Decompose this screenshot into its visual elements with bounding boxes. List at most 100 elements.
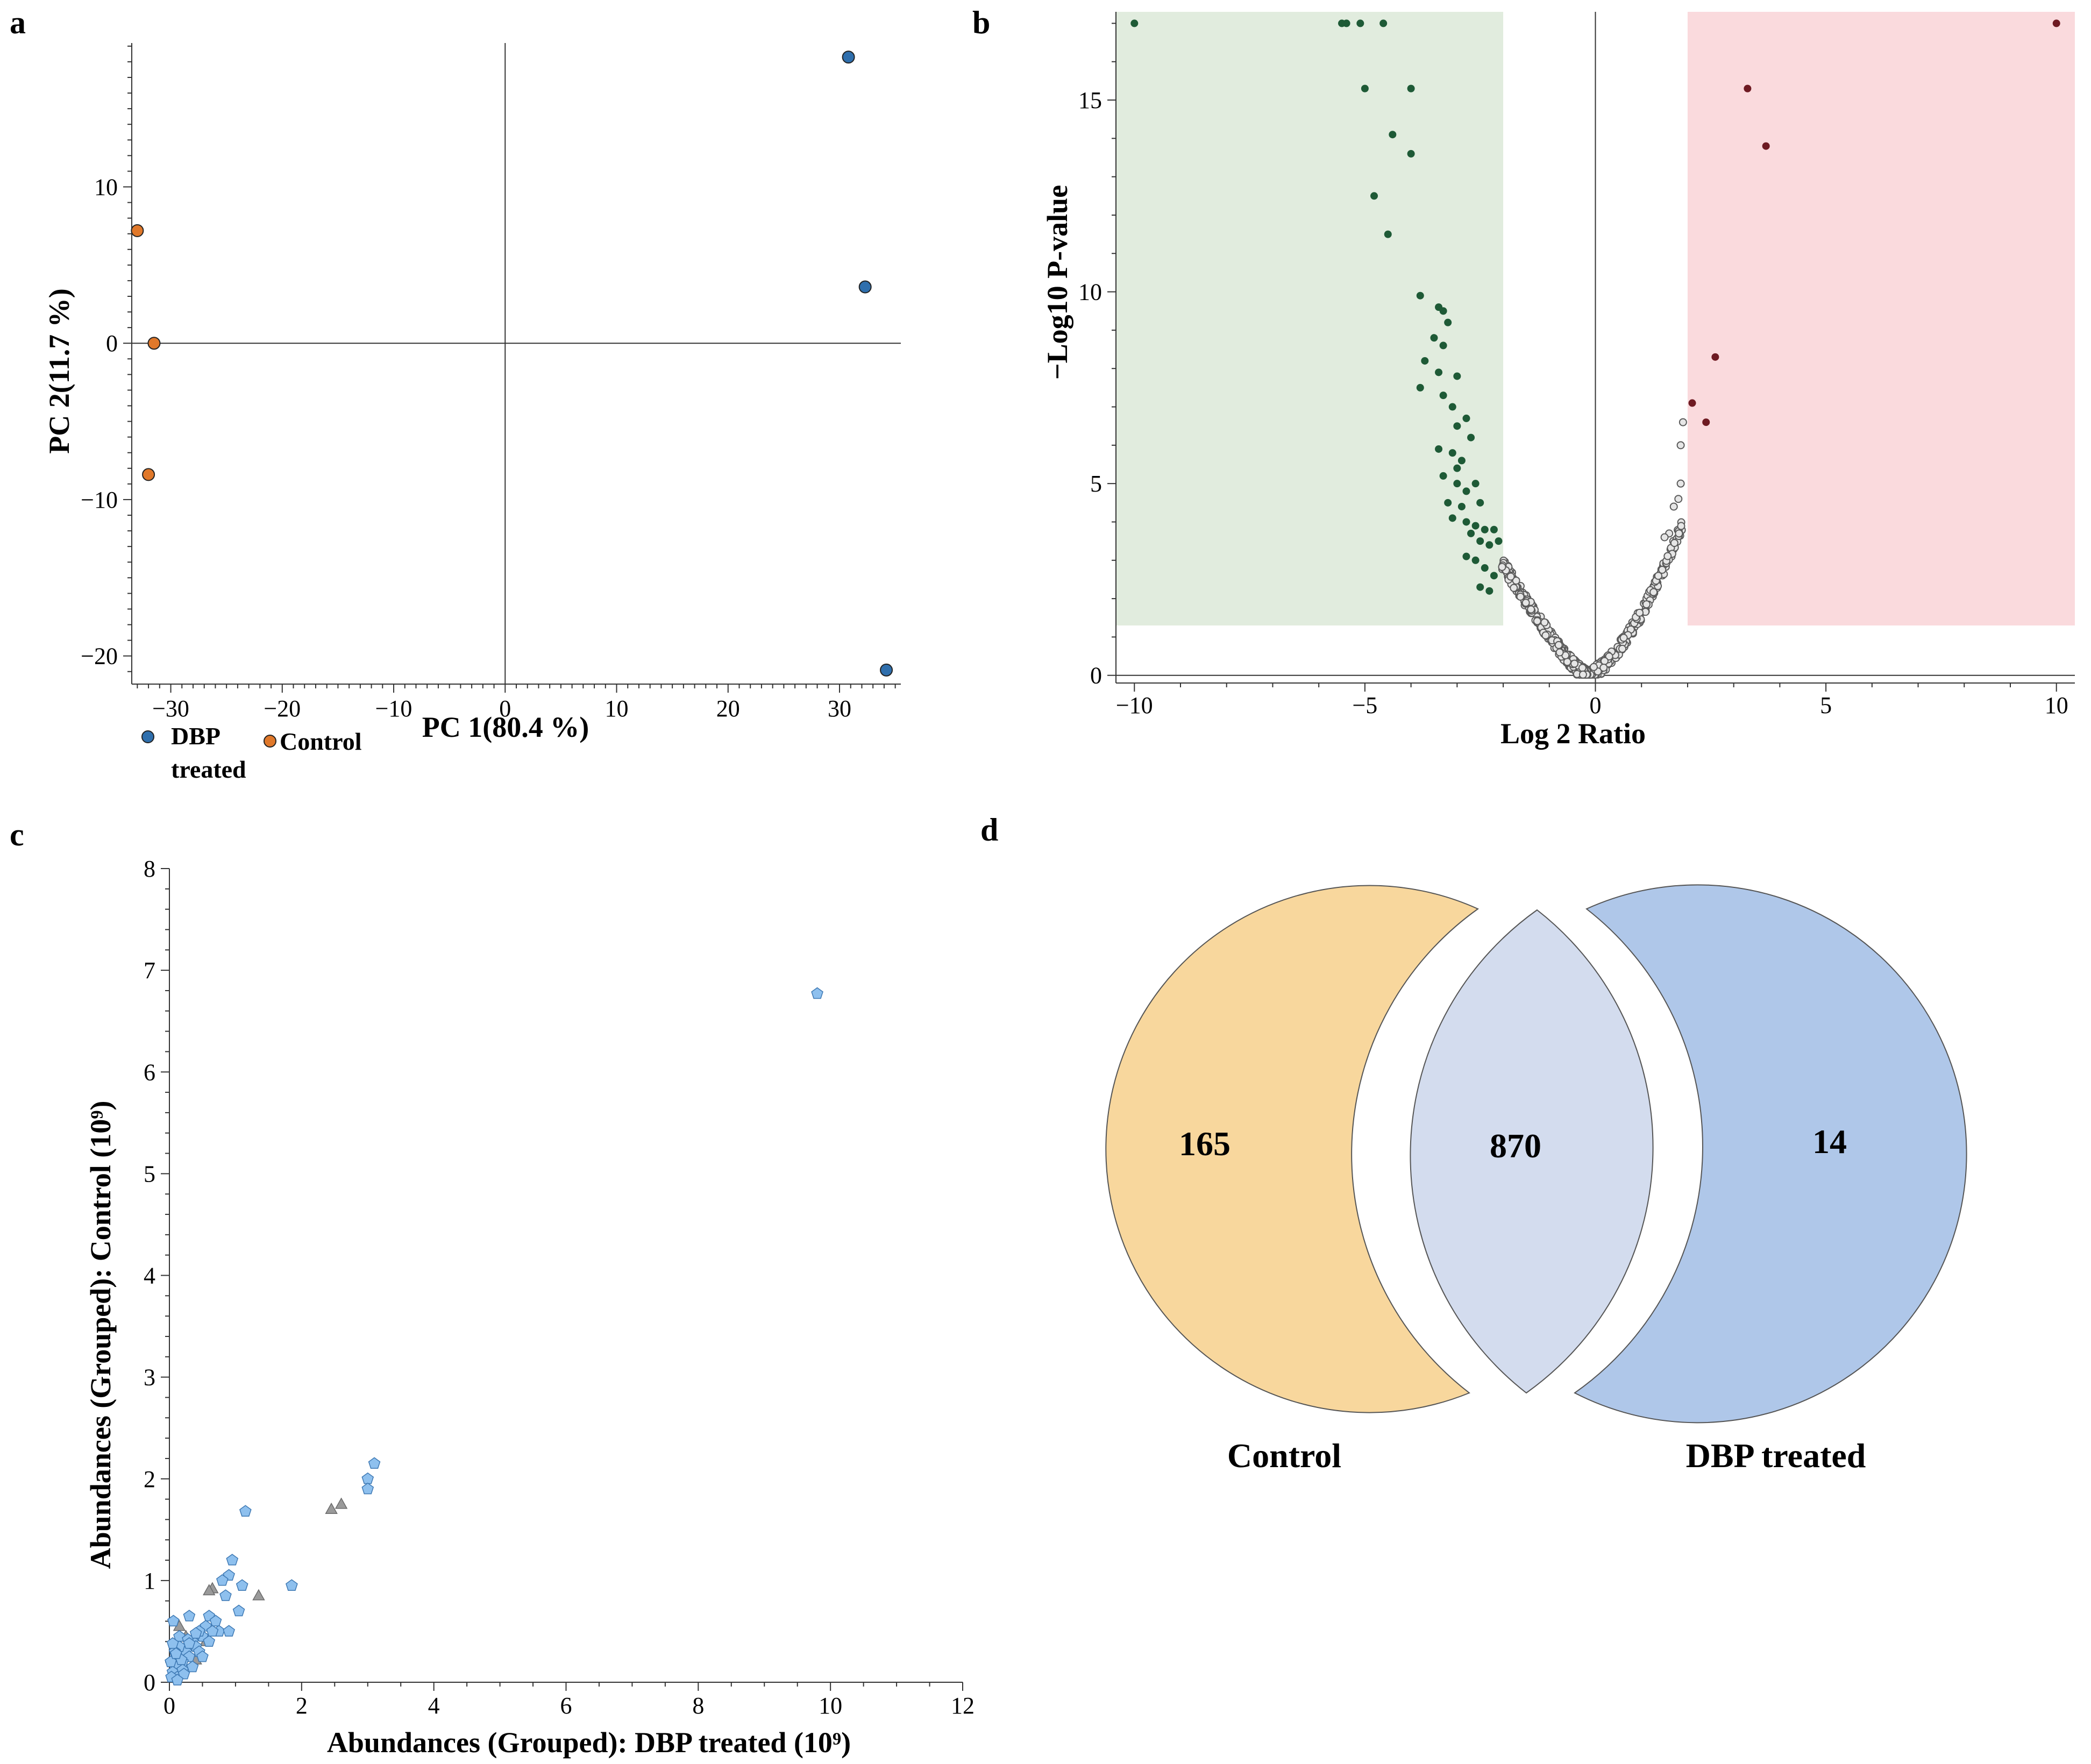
- volcano-point-down: [1370, 192, 1378, 200]
- volcano-point-up: [1762, 142, 1770, 150]
- abundance-x-tick-label: 4: [428, 1692, 440, 1719]
- abundance-point-pentagon: [171, 1674, 184, 1685]
- pca-point-dbp: [842, 51, 855, 64]
- volcano-point-down: [1453, 422, 1461, 430]
- pca-x-tick-label: −30: [152, 695, 189, 722]
- volcano-panel: b −10 −5 0 5 10 0 5 10 15 Log 2 Ratio −Log10 P-v…: [972, 5, 2075, 750]
- volcano-point-down: [1448, 514, 1456, 522]
- volcano-point-not-significant: [1533, 617, 1541, 625]
- volcano-point-down: [1430, 334, 1438, 342]
- pca-zero-lines: [132, 43, 901, 684]
- volcano-point-down: [1471, 522, 1480, 530]
- volcano-point-down: [1476, 499, 1484, 507]
- abundance-point-pentagon: [177, 1667, 190, 1680]
- volcano-point-up: [1744, 84, 1752, 93]
- volcano-y-tick-label: 5: [1090, 471, 1102, 497]
- legend-dbp-marker: [141, 730, 154, 743]
- volcano-point-down: [1356, 19, 1364, 27]
- volcano-point-down: [1457, 502, 1466, 510]
- pca-point-dbp: [880, 663, 893, 677]
- abundance-x-tick-label: 12: [951, 1692, 975, 1719]
- volcano-point-down: [1435, 368, 1443, 376]
- volcano-point-down: [1467, 529, 1475, 537]
- pca-y-axis-title: PC 2(11.7 %): [43, 288, 75, 453]
- volcano-y-axis-title: −Log10 P-value: [1041, 185, 1073, 380]
- volcano-point-down: [1462, 518, 1470, 526]
- panel-d-letter: d: [980, 812, 998, 848]
- volcano-highlight-regions: [1116, 12, 2075, 626]
- volcano-x-axis-title: Log 2 Ratio: [1500, 717, 1646, 750]
- volcano-point-down: [1416, 383, 1424, 392]
- abundance-point-pentagon: [239, 1505, 252, 1517]
- abundance-point-triangle: [325, 1502, 338, 1514]
- volcano-point-not-significant: [1599, 663, 1608, 672]
- volcano-point-not-significant: [1541, 631, 1550, 639]
- volcano-point-down: [1389, 131, 1397, 139]
- volcano-region-down: [1116, 12, 1504, 626]
- volcano-point-not-significant: [1498, 563, 1506, 571]
- abundance-y-tick-label: 4: [144, 1263, 155, 1289]
- abundance-point-pentagon: [286, 1579, 298, 1591]
- pca-y-tick-label: 0: [106, 330, 118, 357]
- legend-control-marker: [264, 735, 276, 748]
- pca-x-tick-label: 30: [828, 695, 851, 722]
- abundance-y-tick-label: 1: [144, 1568, 155, 1594]
- pca-x-tick-label: 10: [605, 695, 629, 722]
- volcano-points: [1130, 19, 2060, 679]
- volcano-point-not-significant: [1563, 658, 1571, 666]
- abundance-x-tick-label: 2: [296, 1692, 308, 1719]
- volcano-point-not-significant: [1658, 566, 1667, 574]
- volcano-point-down: [1453, 464, 1461, 472]
- panel-c-letter: c: [10, 817, 24, 852]
- legend-dbp-label-line1: DBP: [171, 722, 221, 750]
- volcano-y-tick-label: 0: [1090, 663, 1102, 689]
- venn-dbp-only-region: [1574, 884, 1967, 1424]
- panel-b-letter: b: [972, 5, 990, 40]
- pca-y-tick-label: −10: [81, 487, 118, 513]
- volcano-y-tick-label: 15: [1078, 87, 1102, 113]
- volcano-point-down: [1439, 307, 1447, 315]
- abundance-point-triangle: [252, 1589, 265, 1601]
- volcano-point-not-significant: [1670, 539, 1679, 547]
- abundance-point-pentagon: [361, 1472, 374, 1484]
- legend-control-label: Control: [280, 728, 362, 755]
- abundance-x-tick-label: 10: [819, 1692, 842, 1719]
- volcano-point-not-significant: [1663, 552, 1672, 560]
- volcano-point-down: [1444, 318, 1452, 326]
- abundance-y-tick-label: 3: [144, 1364, 155, 1391]
- volcano-point-down: [1407, 84, 1415, 93]
- volcano-point-not-significant: [1510, 584, 1518, 592]
- volcano-point-down: [1471, 480, 1480, 488]
- venn-control-only-count: 165: [1179, 1125, 1231, 1163]
- pca-legend: DBP treated Control: [141, 722, 362, 783]
- abundance-point-pentagon: [166, 1637, 179, 1649]
- pca-y-tick-label: 10: [94, 174, 118, 200]
- volcano-point-not-significant: [1677, 522, 1685, 530]
- abundance-x-tick-label: 8: [692, 1692, 704, 1719]
- volcano-x-tick-label: 0: [1590, 692, 1602, 719]
- volcano-point-not-significant: [1654, 572, 1662, 580]
- pca-panel: a −30 −20 −10 0 10 20 30 −20 −10 0 10 PC 1(80.4 %)…: [10, 5, 901, 783]
- volcano-point-down: [1476, 583, 1484, 591]
- volcano-point-down: [1490, 572, 1498, 580]
- abundance-y-tick-label: 5: [144, 1161, 155, 1187]
- volcano-ticks: −10 −5 0 5 10 0 5 10 15: [1078, 23, 2068, 719]
- volcano-point-up: [1702, 418, 1710, 426]
- volcano-point-down: [1495, 537, 1503, 545]
- volcano-point-not-significant: [1676, 479, 1685, 488]
- venn-control-label: Control: [1227, 1436, 1341, 1475]
- volcano-point-down: [1476, 537, 1484, 545]
- volcano-point-down: [1130, 19, 1139, 27]
- volcano-point-down: [1416, 291, 1424, 300]
- volcano-point-not-significant: [1635, 608, 1644, 617]
- volcano-point-not-significant: [1600, 657, 1609, 665]
- volcano-point-not-significant: [1679, 418, 1687, 426]
- abundance-point-pentagon: [183, 1610, 196, 1621]
- venn-panel: d 165 870 14 Control DBP treated: [980, 812, 1967, 1475]
- abundance-point-pentagon: [183, 1637, 196, 1649]
- volcano-point-up: [1711, 353, 1719, 361]
- abundance-y-tick-label: 8: [144, 856, 155, 882]
- volcano-point-down: [1481, 525, 1489, 534]
- abundance-y-tick-label: 2: [144, 1466, 155, 1492]
